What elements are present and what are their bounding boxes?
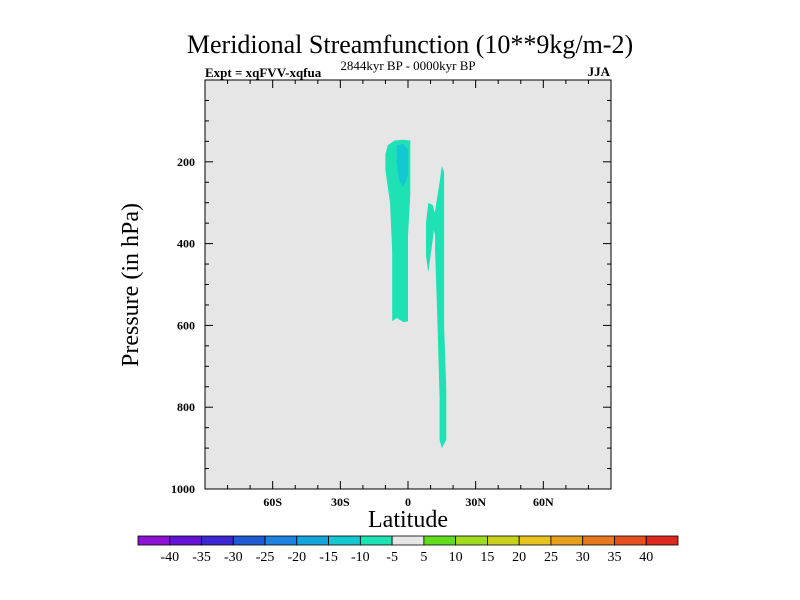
colorbar-swatch (582, 535, 615, 546)
colorbar-label: -15 (319, 550, 338, 565)
colorbar-swatch (391, 535, 425, 546)
colorbar-swatch (614, 535, 647, 546)
y-axis-label: Pressure (in hPa) (118, 203, 144, 367)
y-tick-label: 400 (177, 237, 195, 251)
colorbar-label: 10 (449, 550, 463, 565)
x-tick-label: 0 (405, 495, 411, 509)
x-tick-label: 30S (331, 495, 350, 509)
chart-subtitle-center: 2844kyr BP - 0000kyr BP (340, 58, 475, 73)
colorbar-label: 35 (607, 550, 621, 565)
chart-subtitle-left: Expt = xqFVV-xqfua (205, 65, 322, 80)
colorbar-swatch (359, 535, 393, 546)
colorbar-swatch (296, 535, 329, 546)
colorbar-label: 25 (544, 550, 558, 565)
chart-title: Meridional Streamfunction (10**9kg/m-2) (187, 30, 633, 59)
colorbar-label: 5 (420, 550, 427, 565)
colorbar-label: -20 (287, 550, 306, 565)
colorbar-label: -35 (192, 550, 211, 565)
y-tick-label: 1000 (171, 482, 195, 496)
colorbar-label: 15 (480, 550, 494, 565)
colorbar-swatch (232, 535, 266, 546)
y-axis-ticks: 200 400 600 800 1000 (171, 99, 611, 496)
colorbar-swatch (550, 535, 584, 546)
colorbar-swatch (518, 535, 552, 546)
y-tick-label: 600 (177, 318, 195, 332)
x-tick-label: 60N (533, 495, 554, 509)
x-axis-label: Latitude (368, 507, 448, 533)
colorbar-swatch (455, 535, 488, 546)
colorbar-swatch (328, 535, 361, 546)
colorbar-label: -30 (224, 550, 243, 565)
y-tick-label: 800 (177, 400, 195, 414)
colorbar-swatch (169, 535, 202, 546)
contour-region-tall-column (430, 165, 447, 449)
colorbar-label: 20 (512, 550, 526, 565)
colorbar: -40 -35 -30 -25 -20 -15 -10 -5 5 10 15 20 25 30 35 40 (137, 535, 679, 565)
colorbar-swatch (487, 535, 520, 546)
colorbar-label: -10 (351, 550, 370, 565)
colorbar-label: 30 (576, 550, 590, 565)
colorbar-swatch (264, 535, 298, 546)
chart-subtitle-right: JJA (588, 64, 611, 79)
colorbar-label: -25 (256, 550, 275, 565)
contour-region-negative-core (396, 143, 408, 188)
colorbar-swatch (645, 535, 679, 546)
x-axis-ticks: 60S 30S 0 30N 60N (227, 80, 589, 509)
colorbar-swatch (137, 535, 171, 546)
colorbar-label: 40 (639, 550, 653, 565)
y-tick-label: 200 (177, 155, 195, 169)
contour-regions (385, 139, 447, 449)
colorbar-label: -40 (160, 550, 179, 565)
x-tick-label: 30N (465, 495, 486, 509)
colorbar-swatch (423, 535, 457, 546)
colorbar-label: -5 (386, 550, 398, 565)
colorbar-swatch (201, 535, 234, 546)
x-tick-label: 60S (263, 495, 282, 509)
